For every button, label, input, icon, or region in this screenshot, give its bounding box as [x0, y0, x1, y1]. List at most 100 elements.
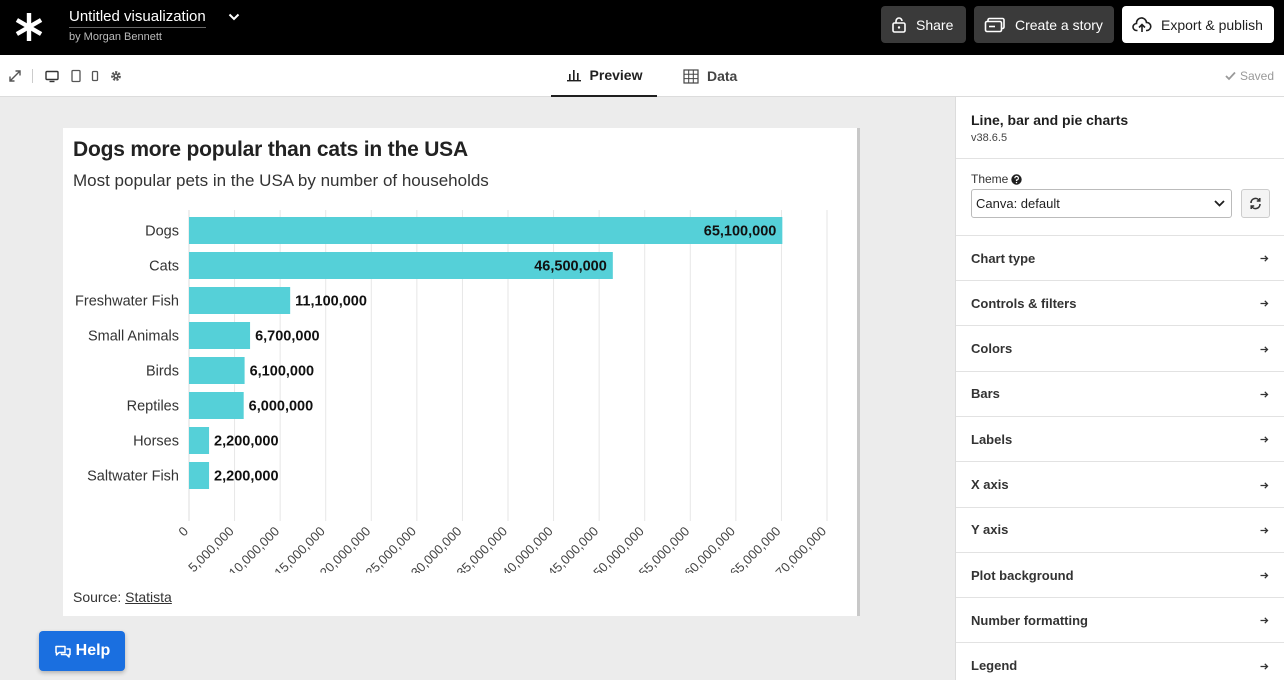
help-label: Help: [75, 642, 111, 659]
toolbar-divider: [32, 69, 33, 83]
chevron-down-icon: [1214, 200, 1225, 207]
x-tick-label: 50,000,000: [590, 524, 647, 573]
x-tick-label: 0: [175, 524, 191, 540]
category-label: Birds: [146, 364, 179, 380]
chevron-down-icon[interactable]: [228, 12, 240, 22]
arrow-right-icon: [1260, 300, 1269, 307]
panel-section-number-formatting[interactable]: Number formatting: [956, 598, 1284, 644]
chart-title: Dogs more popular than cats in the USA: [73, 138, 468, 161]
help-button[interactable]: Help: [39, 631, 125, 671]
data-label: 2,200,000: [214, 469, 279, 485]
category-label: Cats: [149, 259, 179, 275]
panel-section-label: Chart type: [971, 250, 1036, 266]
panel-section-bars[interactable]: Bars: [956, 372, 1284, 417]
data-label: 11,100,000: [295, 294, 367, 310]
create-story-button[interactable]: Create a story: [974, 6, 1114, 43]
saved-label: Saved: [1239, 69, 1274, 83]
x-tick-label: 70,000,000: [772, 524, 829, 573]
panel-header: Line, bar and pie charts v38.6.5: [956, 97, 1284, 159]
theme-refresh-button[interactable]: [1241, 189, 1270, 218]
panel-section-label: Bars: [971, 386, 1000, 402]
tab-preview[interactable]: Preview: [551, 55, 657, 97]
category-label: Horses: [133, 434, 179, 450]
panel-section-label: X axis: [971, 477, 1009, 492]
theme-select-value: Canva: default: [976, 196, 1060, 211]
bar: [189, 217, 783, 244]
x-tick-label: 20,000,000: [317, 524, 374, 573]
category-label: Small Animals: [88, 329, 179, 345]
tab-data[interactable]: Data: [683, 55, 763, 97]
top-bar: Untitled visualization by Morgan Bennett…: [0, 0, 1284, 55]
panel-section-legend[interactable]: Legend: [956, 644, 1284, 680]
bar: [189, 357, 245, 384]
create-story-label: Create a story: [1015, 16, 1103, 33]
x-tick-label: 40,000,000: [499, 524, 556, 573]
bar-chart: Dogs 65,100,000 Cats 46,500,000 Freshwater F…: [75, 210, 829, 573]
help-circle-icon[interactable]: [1011, 173, 1023, 185]
panel-section-labels[interactable]: Labels: [956, 417, 1284, 463]
arrow-right-icon: [1260, 481, 1269, 489]
doc-title[interactable]: Untitled visualization: [69, 8, 206, 28]
x-tick-label: 55,000,000: [636, 524, 693, 573]
bar: [189, 392, 244, 419]
panel-section-plot-background[interactable]: Plot background: [956, 553, 1284, 599]
gear-icon[interactable]: [109, 69, 123, 83]
bar: [189, 427, 210, 454]
category-label: Freshwater Fish: [75, 294, 179, 310]
arrow-right-icon: [1260, 572, 1269, 579]
panel-section-label: Y axis: [971, 522, 1009, 538]
chat-bubbles-icon: [54, 645, 71, 658]
arrow-right-icon: [1260, 663, 1269, 670]
data-label: 2,200,000: [214, 434, 279, 450]
chart-source: Source: Statista: [73, 589, 172, 605]
theme-label: Theme: [971, 172, 1023, 186]
panel-section-y-axis[interactable]: Y axis: [956, 508, 1284, 553]
export-publish-label: Export & publish: [1161, 16, 1263, 33]
panel-section-controls-filters[interactable]: Controls & filters: [956, 281, 1284, 327]
cloud-upload-icon: [1132, 16, 1152, 32]
checkmark-icon: [1225, 71, 1236, 81]
mobile-icon[interactable]: [88, 69, 102, 83]
export-publish-button[interactable]: Export & publish: [1122, 6, 1274, 43]
flourish-logo-icon[interactable]: [12, 10, 46, 44]
panel-section-label: Number formatting: [971, 612, 1088, 628]
data-label: 65,100,000: [704, 224, 777, 240]
panel-section-x-axis[interactable]: X axis: [956, 463, 1284, 508]
source-link[interactable]: Statista: [125, 589, 172, 605]
category-label: Saltwater Fish: [87, 469, 179, 485]
saved-status: Saved: [1225, 69, 1274, 83]
theme-block: Theme Canva: default: [956, 159, 1284, 236]
doc-author: by Morgan Bennett: [69, 31, 162, 43]
panel-title: Line, bar and pie charts: [971, 112, 1129, 128]
theme-label-text: Theme: [971, 172, 1009, 186]
x-tick-label: 65,000,000: [727, 524, 784, 573]
share-button[interactable]: Share: [881, 6, 966, 43]
panel-section-colors[interactable]: Colors: [956, 327, 1284, 372]
x-tick-label: 25,000,000: [362, 524, 419, 573]
expand-icon[interactable]: [8, 69, 22, 83]
x-tick-label: 15,000,000: [271, 524, 328, 573]
tablet-icon[interactable]: [69, 69, 83, 83]
toolbar: Preview Data Saved: [0, 55, 1284, 97]
x-tick-label: 45,000,000: [545, 524, 602, 573]
chart-card: Dogs more popular than cats in the USA M…: [63, 128, 860, 616]
tab-preview-label: Preview: [589, 67, 643, 83]
source-prefix: Source:: [73, 589, 126, 605]
arrow-right-icon: [1260, 255, 1269, 262]
data-label: 6,000,000: [249, 399, 314, 415]
category-label: Reptiles: [127, 399, 179, 415]
x-tick-label: 10,000,000: [226, 524, 283, 573]
arrow-right-icon: [1260, 436, 1269, 443]
panel-section-label: Labels: [971, 431, 1013, 447]
theme-select[interactable]: Canva: default: [971, 189, 1232, 218]
bar: [189, 287, 291, 314]
bar: [189, 252, 613, 279]
arrow-right-icon: [1260, 345, 1269, 353]
category-label: Dogs: [145, 224, 179, 240]
x-tick-label: 35,000,000: [453, 524, 510, 573]
bar: [189, 322, 251, 349]
desktop-icon[interactable]: [45, 69, 59, 83]
tab-data-label: Data: [707, 68, 738, 84]
panel-section-chart-type[interactable]: Chart type: [956, 236, 1284, 281]
table-icon: [683, 68, 699, 84]
